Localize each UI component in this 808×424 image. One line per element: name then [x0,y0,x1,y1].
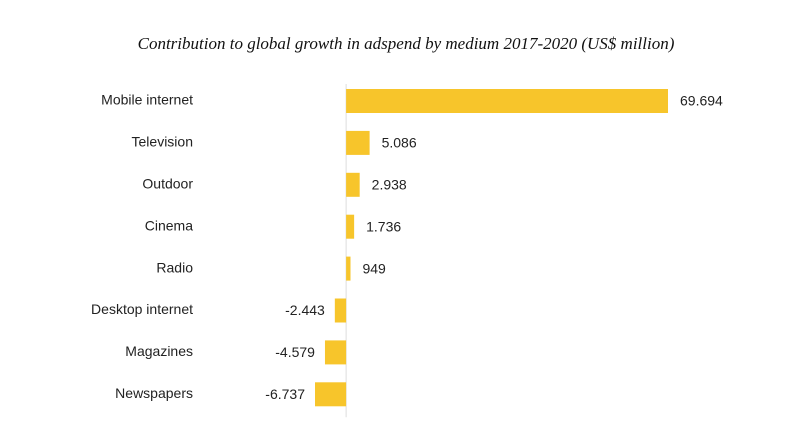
category-label: Mobile internet [101,92,193,108]
bar [346,130,370,155]
bar [334,298,347,323]
value-label: -2.443 [285,302,325,318]
chart-title: Contribution to global growth in adspend… [138,34,675,53]
bar [346,256,351,281]
category-label: Television [132,134,193,150]
bar [346,214,355,239]
bar [315,382,347,407]
bar [346,89,668,113]
value-label: 2.938 [372,177,407,193]
category-label: Magazines [125,343,193,359]
value-label: 949 [362,260,386,276]
value-label: -4.579 [275,344,315,360]
category-label: Cinema [145,217,193,233]
value-label: 5.086 [382,135,417,151]
value-label: 1.736 [366,218,401,234]
value-label: 69.694 [680,93,723,109]
bar [346,172,360,197]
category-label: Newspapers [115,385,193,401]
category-label: Outdoor [142,176,193,192]
category-label: Radio [156,259,193,275]
category-label: Desktop internet [91,301,193,317]
value-label: -6.737 [265,386,305,402]
bar [324,340,347,365]
